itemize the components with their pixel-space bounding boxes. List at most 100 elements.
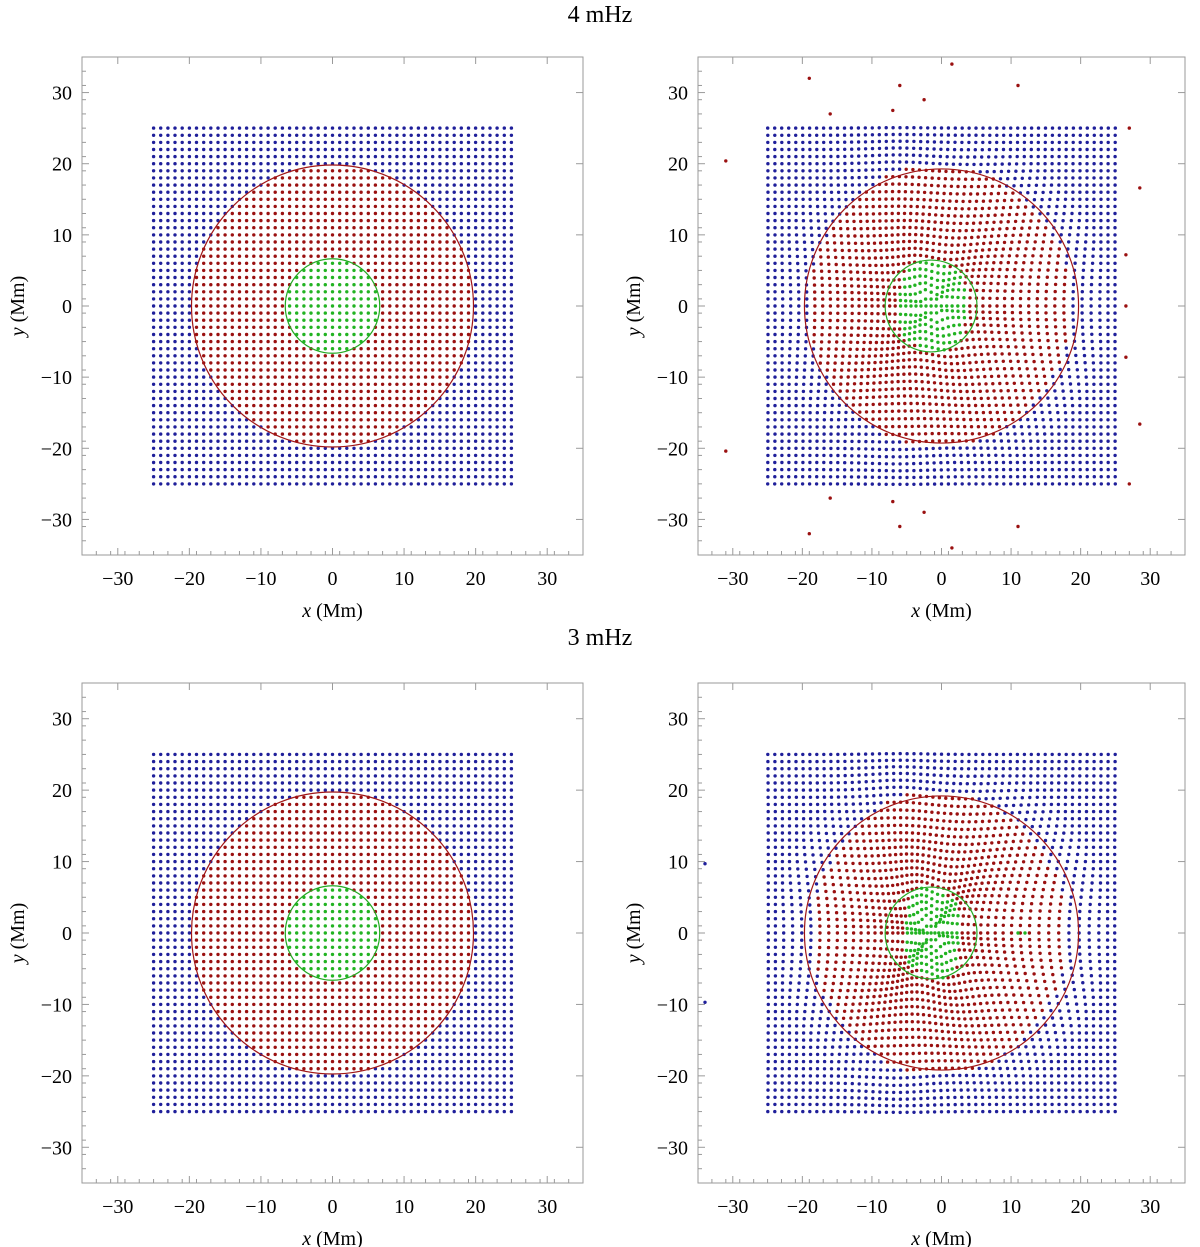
outer-point — [209, 190, 213, 194]
outer-point — [216, 432, 220, 436]
outer-point — [380, 475, 385, 479]
inner-point — [266, 389, 270, 394]
inner-point — [252, 389, 256, 394]
inner-point — [997, 330, 1001, 335]
inner-point — [330, 204, 335, 209]
core-point — [295, 311, 299, 315]
inner-point — [295, 361, 299, 365]
inner-point — [878, 374, 882, 378]
inner-point — [896, 379, 900, 384]
outer-point — [780, 475, 784, 479]
inner-point — [345, 354, 349, 358]
outer-point — [810, 247, 815, 252]
inner-point — [209, 240, 213, 244]
inner-point — [863, 297, 868, 302]
inner-point — [939, 228, 943, 232]
inner-point — [352, 240, 356, 244]
outer-point — [216, 389, 220, 394]
outer-point — [359, 453, 363, 458]
outer-point — [488, 403, 492, 408]
inner-point — [416, 240, 421, 244]
outer-point — [1043, 453, 1047, 458]
inner-point — [980, 206, 985, 211]
outer-point — [187, 425, 192, 429]
outer-point — [266, 162, 270, 166]
core-point — [945, 288, 950, 293]
outer-point — [481, 460, 485, 465]
inner-point — [295, 411, 299, 415]
inner-point — [892, 285, 897, 289]
inner-point — [968, 304, 972, 308]
inner-point — [309, 247, 313, 251]
outer-point — [939, 468, 943, 472]
core-point — [323, 290, 327, 294]
inner-point — [416, 226, 421, 230]
inner-point — [970, 330, 974, 334]
outer-point — [488, 190, 492, 194]
inner-point — [1034, 233, 1039, 237]
outer-point — [509, 154, 514, 159]
outer-point — [495, 290, 499, 294]
inner-point — [302, 361, 306, 365]
inner-point — [963, 236, 967, 240]
outer-point — [817, 382, 821, 386]
inner-point — [1035, 226, 1040, 230]
inner-point — [373, 275, 378, 280]
outer-point — [459, 425, 463, 429]
inner-point — [843, 284, 847, 288]
inner-point — [416, 318, 421, 322]
inner-point — [858, 396, 863, 400]
outer-point — [787, 147, 791, 152]
inner-point — [1037, 389, 1041, 393]
outer-point — [1022, 475, 1027, 479]
inner-point — [863, 284, 867, 288]
outer-point — [488, 332, 492, 337]
outer-point — [473, 275, 478, 280]
outer-point — [431, 126, 435, 130]
outer-point — [216, 467, 220, 472]
inner-point — [338, 418, 342, 422]
outer-point — [423, 460, 428, 465]
outer-point — [815, 154, 819, 159]
inner-point — [259, 339, 263, 344]
inner-point — [863, 319, 867, 323]
inner-point — [853, 368, 858, 372]
inner-point — [223, 354, 227, 358]
outer-point — [857, 175, 861, 180]
inner-point — [1035, 381, 1040, 386]
outer-point — [780, 275, 785, 280]
outer-point — [766, 432, 770, 436]
outer-point — [202, 368, 206, 372]
outer-point — [509, 418, 514, 422]
outer-point — [166, 183, 170, 187]
outer-point — [273, 439, 277, 443]
inner-point — [244, 354, 249, 358]
inner-point — [921, 212, 925, 216]
inner-point — [244, 197, 249, 201]
outer-point — [180, 218, 184, 223]
inner-point — [997, 425, 1002, 429]
inner-point — [820, 290, 825, 294]
outer-point — [502, 403, 506, 408]
outer-point — [488, 375, 492, 379]
inner-point — [962, 243, 967, 247]
inner-point — [366, 211, 370, 216]
outer-point — [295, 453, 299, 458]
inner-point — [943, 257, 947, 261]
outer-point — [803, 354, 807, 358]
outer-point — [987, 453, 991, 457]
inner-point — [423, 233, 428, 237]
inner-point — [209, 361, 213, 365]
inner-point — [878, 388, 882, 392]
outer-point — [509, 453, 514, 458]
outer-point — [780, 354, 784, 358]
inner-point — [352, 368, 356, 372]
inner-point — [957, 177, 961, 181]
core-point — [909, 313, 913, 317]
outer-point — [151, 382, 156, 386]
outer-point — [180, 396, 184, 401]
outer-point — [946, 482, 951, 486]
inner-point — [915, 212, 919, 216]
core-point — [366, 297, 370, 301]
points-top-right — [724, 62, 1142, 550]
